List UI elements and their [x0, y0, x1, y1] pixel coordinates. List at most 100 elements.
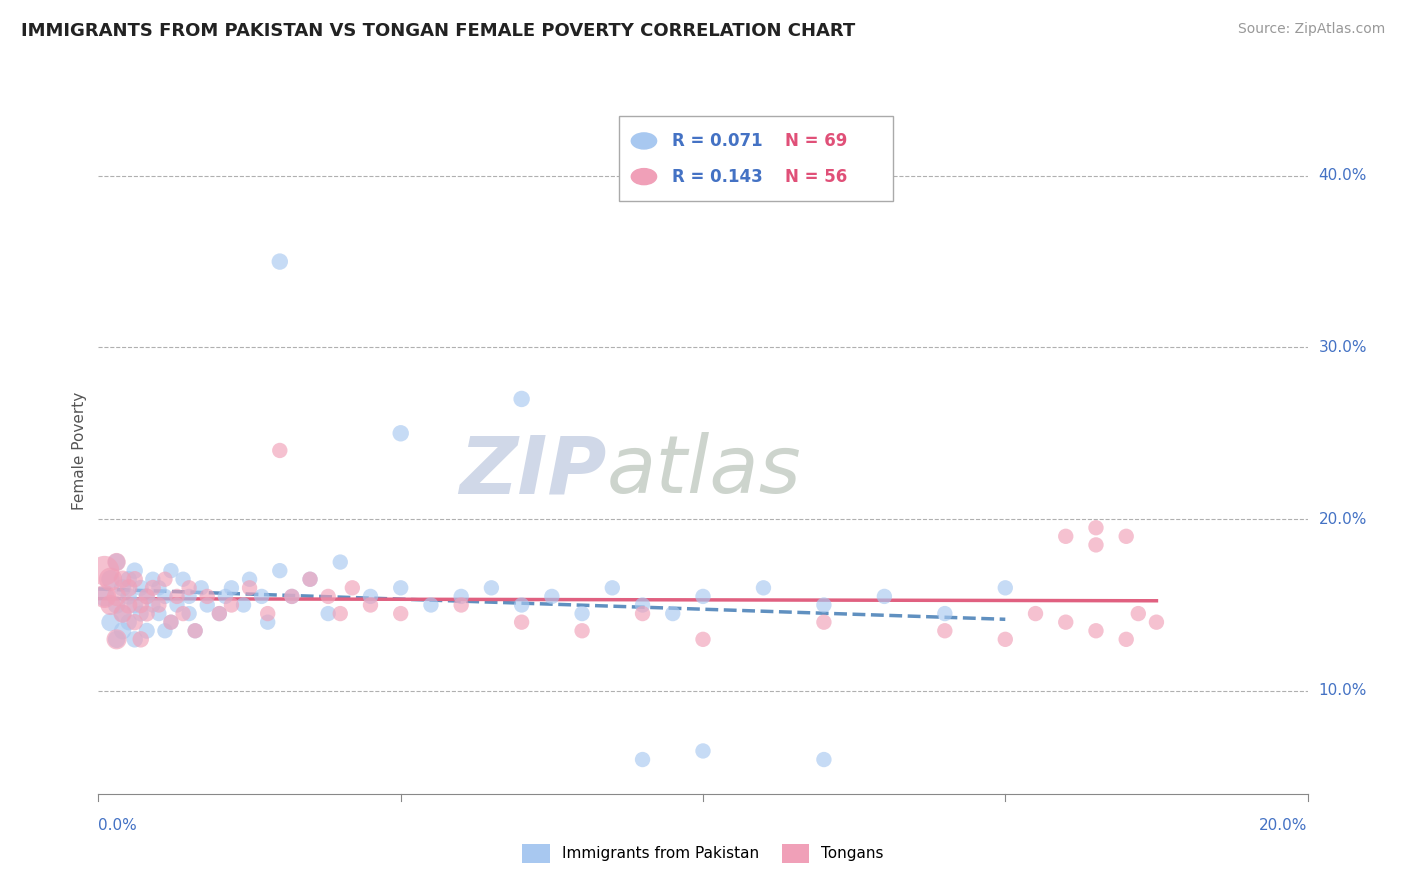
Point [105, 590, 128, 604]
Point [184, 624, 207, 638]
Point [166, 590, 188, 604]
Point [142, 598, 165, 612]
Point [142, 581, 165, 595]
Point [129, 598, 152, 612]
Point [148, 598, 170, 612]
Point [184, 624, 207, 638]
Point [419, 598, 441, 612]
Point [239, 581, 262, 595]
Point [124, 598, 146, 612]
Point [148, 581, 170, 595]
Point [208, 607, 231, 621]
Point [299, 572, 322, 586]
Text: IMMIGRANTS FROM PAKISTAN VS TONGAN FEMALE POVERTY CORRELATION CHART: IMMIGRANTS FROM PAKISTAN VS TONGAN FEMAL… [21, 22, 855, 40]
Point [1054, 615, 1077, 630]
Point [450, 598, 472, 612]
Point [172, 607, 194, 621]
Point [111, 572, 134, 586]
Point [160, 564, 183, 578]
Point [571, 624, 593, 638]
Point [160, 615, 183, 630]
Point [994, 632, 1017, 647]
Point [813, 615, 835, 630]
Point [153, 590, 176, 604]
Point [93, 590, 115, 604]
Point [692, 590, 714, 604]
Point [1085, 521, 1108, 535]
Point [221, 581, 243, 595]
Point [450, 590, 472, 604]
Text: 10.0%: 10.0% [1319, 683, 1367, 698]
Point [281, 590, 304, 604]
Text: 40.0%: 40.0% [1319, 169, 1367, 183]
Point [239, 572, 262, 586]
Point [214, 590, 236, 604]
Point [1054, 529, 1077, 543]
Point [389, 581, 412, 595]
Text: 20.0%: 20.0% [1260, 818, 1308, 832]
Point [129, 632, 152, 647]
Text: Source: ZipAtlas.com: Source: ZipAtlas.com [1237, 22, 1385, 37]
Point [540, 590, 562, 604]
Text: 30.0%: 30.0% [1319, 340, 1367, 355]
Point [124, 615, 146, 630]
Point [342, 581, 364, 595]
Point [124, 564, 146, 578]
Point [100, 572, 122, 586]
Point [752, 581, 775, 595]
Point [994, 581, 1017, 595]
Point [118, 598, 141, 612]
Point [135, 607, 157, 621]
Point [177, 581, 201, 595]
Point [93, 564, 115, 578]
Point [153, 624, 176, 638]
Point [510, 392, 533, 406]
Point [1115, 632, 1137, 647]
Point [316, 590, 339, 604]
Point [124, 632, 146, 647]
Point [1085, 624, 1108, 638]
Point [934, 607, 956, 621]
Point [100, 598, 122, 612]
Point [256, 615, 278, 630]
Text: R = 0.071: R = 0.071 [672, 132, 762, 150]
Point [631, 607, 654, 621]
Point [195, 598, 218, 612]
Point [1128, 607, 1150, 621]
Point [111, 581, 134, 595]
Point [221, 598, 243, 612]
Point [692, 744, 714, 758]
Point [135, 590, 157, 604]
Point [329, 555, 352, 569]
Point [299, 572, 322, 586]
Point [142, 572, 165, 586]
Point [118, 581, 141, 595]
Point [111, 624, 134, 638]
Point [316, 607, 339, 621]
Point [100, 572, 122, 586]
Point [177, 607, 201, 621]
Point [93, 590, 115, 604]
Point [135, 590, 157, 604]
Point [195, 590, 218, 604]
Point [481, 581, 503, 595]
Point [118, 572, 141, 586]
Point [111, 607, 134, 621]
Point [510, 598, 533, 612]
Point [631, 753, 654, 767]
Point [148, 607, 170, 621]
Point [208, 607, 231, 621]
Point [329, 607, 352, 621]
Point [602, 581, 624, 595]
Point [177, 590, 201, 604]
Point [118, 590, 141, 604]
Point [1115, 529, 1137, 543]
Point [1024, 607, 1046, 621]
Point [190, 581, 212, 595]
Text: 0.0%: 0.0% [98, 818, 138, 832]
Point [172, 572, 194, 586]
Point [510, 615, 533, 630]
Point [360, 590, 382, 604]
Legend: Immigrants from Pakistan, Tongans: Immigrants from Pakistan, Tongans [516, 838, 890, 869]
Point [105, 632, 128, 647]
